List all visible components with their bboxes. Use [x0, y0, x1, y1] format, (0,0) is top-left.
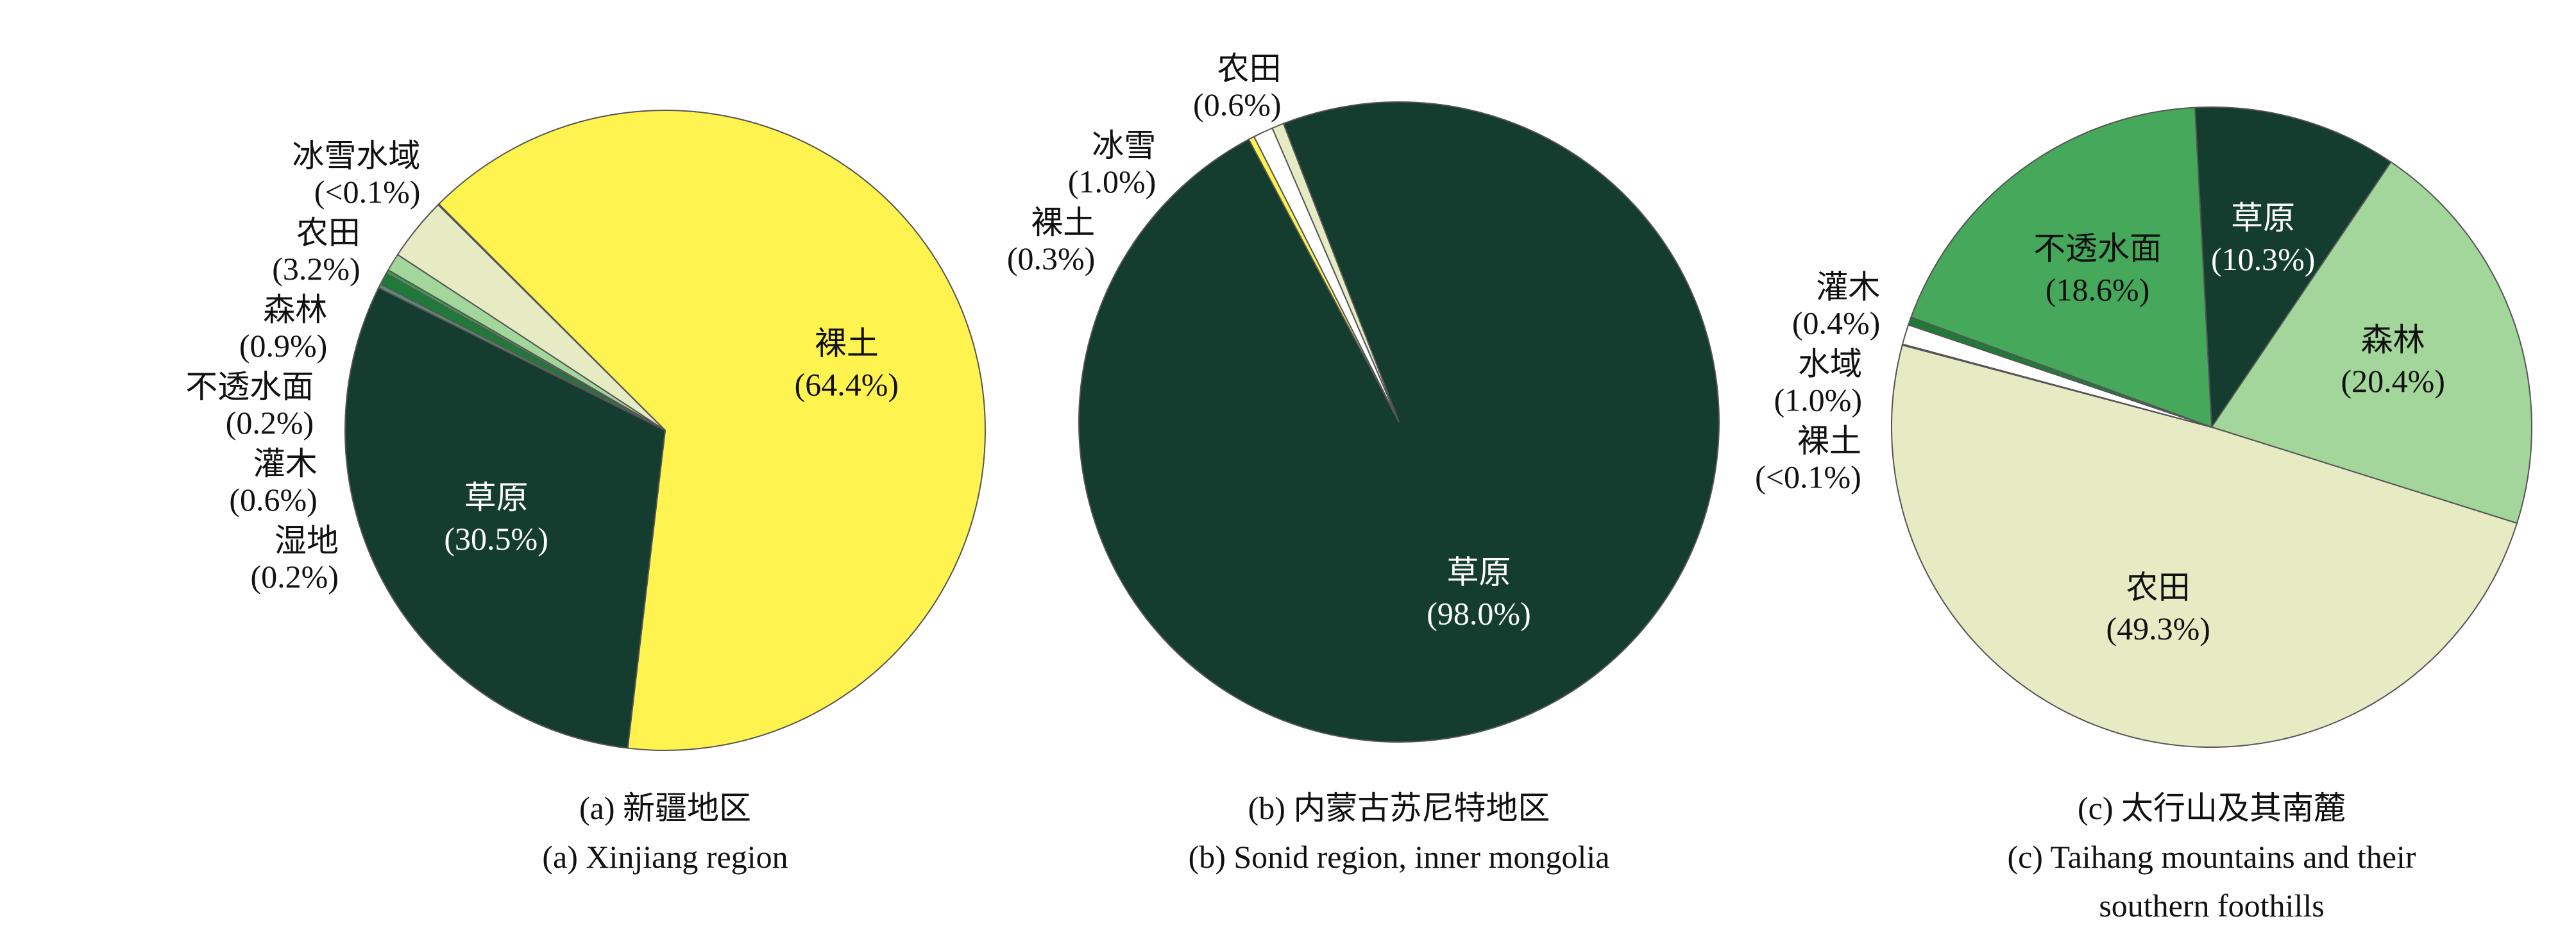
- slice-value-label: (0.2%): [226, 405, 314, 441]
- slice-value-label: (<0.1%): [1755, 459, 1861, 494]
- slice-label: 水域: [1798, 346, 1862, 382]
- chart-title: (c) 太行山及其南麓: [2078, 790, 2346, 826]
- pie-slice: [1910, 106, 2213, 428]
- slice-label: 裸土: [1031, 205, 1095, 241]
- slice-label: 湿地: [275, 523, 339, 559]
- slice-label: 冰雪: [1092, 128, 1156, 164]
- pie-slice: [437, 110, 986, 751]
- slice-value-label: (<0.1%): [314, 174, 421, 210]
- slice-value-label: (64.4%): [795, 366, 899, 402]
- slice-value-label: (98.0%): [1427, 596, 1530, 632]
- slice-label: 灌木: [253, 446, 318, 482]
- slice-value-label: (30.5%): [444, 521, 548, 557]
- slice-label: 灌木: [1816, 269, 1880, 305]
- chart-title: (b) 内蒙古苏尼特地区: [1248, 790, 1550, 826]
- slice-value-label: (0.9%): [239, 328, 327, 364]
- chart-subtitle: (a) Xinjiang region: [542, 839, 788, 875]
- slice-label: 裸土: [815, 325, 879, 361]
- slice-label: 草原: [1447, 555, 1511, 591]
- chart-subtitle: (c) Taihang mountains and their southern…: [2007, 839, 2416, 924]
- pie-slice: [2194, 106, 2392, 430]
- slice-value-label: (20.4%): [2341, 363, 2445, 399]
- slice-value-label: (0.3%): [1007, 241, 1095, 276]
- pie-slice: [2210, 161, 2532, 525]
- slice-value-label: (0.6%): [229, 482, 317, 518]
- slice-value-label: (0.6%): [1193, 87, 1281, 122]
- slice-label: 不透水面: [2033, 231, 2162, 267]
- chart-title: (a) 新疆地区: [579, 790, 751, 826]
- pie-slice: [437, 203, 666, 431]
- slice-label: 不透水面: [185, 369, 314, 405]
- slice-value-label: (49.3%): [2106, 611, 2210, 646]
- pie-slice: [1078, 101, 1720, 743]
- slice-value-label: (18.6%): [2046, 272, 2149, 308]
- slice-value-label: (1.0%): [1774, 382, 1862, 418]
- slice-value-label: (10.3%): [2211, 241, 2315, 277]
- slice-label: 森林: [2361, 322, 2425, 358]
- slice-label: 农田: [2126, 570, 2190, 605]
- pie-slice: [344, 287, 666, 749]
- slice-label: 草原: [2231, 200, 2295, 236]
- slice-label: 草原: [464, 480, 529, 516]
- slice-value-label: (0.2%): [251, 559, 339, 595]
- slice-value-label: (3.2%): [272, 251, 360, 287]
- slice-value-label: (1.0%): [1068, 164, 1156, 199]
- slice-label: 裸土: [1797, 423, 1861, 459]
- slice-label: 农田: [1217, 51, 1282, 87]
- slice-label: 森林: [263, 292, 327, 328]
- slice-label: 农田: [296, 215, 360, 251]
- slice-label: 冰雪水域: [292, 138, 420, 174]
- pie-slice: [1890, 344, 2518, 748]
- chart-subtitle: (b) Sonid region, inner mongolia: [1188, 839, 1610, 875]
- slice-value-label: (0.4%): [1792, 305, 1880, 341]
